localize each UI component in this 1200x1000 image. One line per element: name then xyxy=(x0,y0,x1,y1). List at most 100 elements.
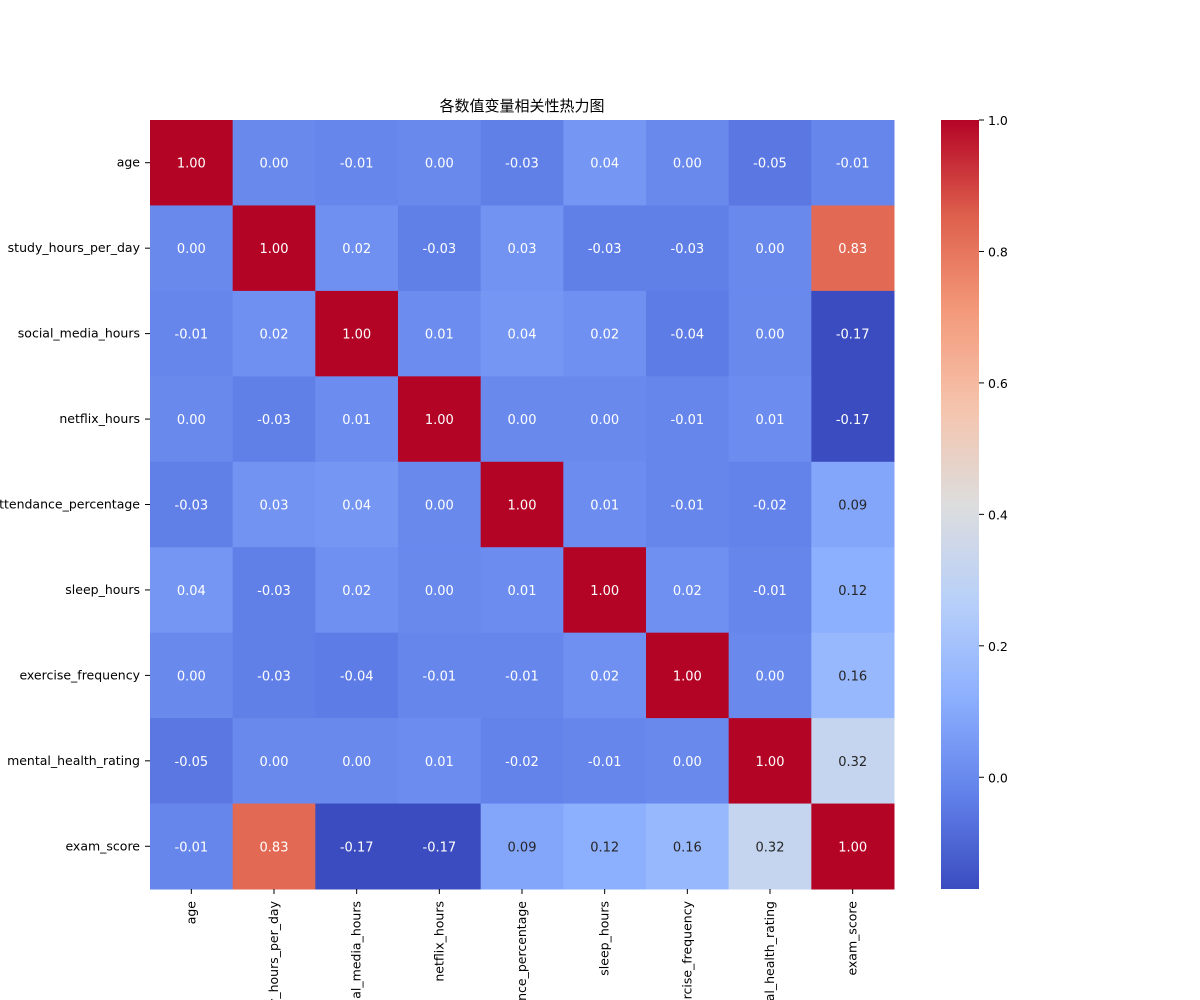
heatmap-cell xyxy=(563,547,647,634)
cell-value-label: -0.01 xyxy=(671,499,705,514)
heatmap-cell xyxy=(232,376,316,463)
cell-value-label: 0.09 xyxy=(838,499,867,514)
cell-value-label: -0.05 xyxy=(753,157,787,172)
heatmap-cell xyxy=(811,547,895,634)
cell-value-label: 0.00 xyxy=(756,669,785,684)
cell-value-label: 0.02 xyxy=(590,328,619,343)
heatmap-cell xyxy=(563,376,647,463)
heatmap-cell xyxy=(646,120,730,206)
x-tick-label: exercise_frequency xyxy=(679,900,694,1000)
heatmap-cell xyxy=(646,290,730,377)
heatmap-cell xyxy=(232,205,316,292)
cell-value-label: 0.12 xyxy=(590,840,619,855)
y-tick-label: attendance_percentage xyxy=(0,497,140,512)
cell-value-label: 0.02 xyxy=(260,328,289,343)
heatmap-cell xyxy=(480,120,564,206)
cell-value-label: 0.00 xyxy=(260,755,289,770)
heatmap-cell xyxy=(398,632,482,719)
cell-value-label: 0.00 xyxy=(177,242,206,257)
cell-value-label: 1.00 xyxy=(838,840,867,855)
heatmap-cell xyxy=(811,290,895,377)
colorbar-tick-label: 0.8 xyxy=(988,244,1008,259)
heatmap-cell xyxy=(232,547,316,634)
cell-value-label: 0.02 xyxy=(342,242,371,257)
cell-value-label: 1.00 xyxy=(342,328,371,343)
cell-value-label: 0.00 xyxy=(425,157,454,172)
cell-value-label: 0.00 xyxy=(177,413,206,428)
cell-value-label: -0.01 xyxy=(175,328,209,343)
heatmap-cell xyxy=(232,803,316,890)
heatmap-cell xyxy=(315,461,399,548)
cell-value-label: -0.02 xyxy=(505,755,539,770)
y-tick-labels: age study_hours_per_day social_media_hours… xyxy=(0,155,150,853)
x-tick-label: exam_score xyxy=(845,901,860,976)
cell-value-label: 0.00 xyxy=(590,413,619,428)
cell-value-label: 0.00 xyxy=(756,328,785,343)
heatmap-cell xyxy=(315,290,399,377)
heatmap-cell xyxy=(728,461,812,548)
heatmap-cell xyxy=(232,120,316,206)
cell-value-label: 0.83 xyxy=(260,840,289,855)
y-tick-label: social_media_hours xyxy=(18,326,140,341)
cell-value-label: 1.00 xyxy=(260,242,289,257)
cell-value-label: 0.00 xyxy=(342,755,371,770)
cell-value-label: 1.00 xyxy=(425,413,454,428)
cell-value-label: 0.01 xyxy=(590,499,619,514)
cell-value-label: 0.01 xyxy=(508,584,537,599)
heatmap-cell xyxy=(480,803,564,890)
heatmap-cell xyxy=(398,803,482,890)
heatmap-cell xyxy=(315,632,399,719)
y-tick-label: study_hours_per_day xyxy=(8,240,141,255)
heatmap-cell xyxy=(150,376,234,463)
cell-value-label: 0.04 xyxy=(177,584,206,599)
cell-value-label: 0.83 xyxy=(838,242,867,257)
y-tick-label: age xyxy=(117,155,141,170)
cell-value-label: -0.01 xyxy=(505,669,539,684)
y-tick-label: mental_health_rating xyxy=(7,753,140,768)
colorbar-gradient xyxy=(941,120,979,889)
heatmap-cell xyxy=(728,803,812,890)
heatmap-cell xyxy=(232,632,316,719)
cell-value-label: -0.01 xyxy=(423,669,457,684)
heatmap-cell xyxy=(315,376,399,463)
heatmap-cell xyxy=(398,205,482,292)
heatmap-cell xyxy=(398,120,482,206)
heatmap-cell xyxy=(232,718,316,805)
heatmap-cell xyxy=(811,461,895,548)
cell-value-label: 1.00 xyxy=(508,499,537,514)
cell-value-label: -0.03 xyxy=(423,242,457,257)
heatmap-cell xyxy=(315,120,399,206)
heatmap-cell xyxy=(811,803,895,890)
heatmap-cell xyxy=(480,718,564,805)
cell-value-label: 1.00 xyxy=(590,584,619,599)
cell-value-label: -0.02 xyxy=(753,499,787,514)
cell-value-label: -0.17 xyxy=(836,328,870,343)
cell-value-label: 0.00 xyxy=(177,669,206,684)
cell-value-label: -0.17 xyxy=(340,840,374,855)
cell-value-label: -0.03 xyxy=(257,413,291,428)
heatmap-cell xyxy=(563,718,647,805)
heatmap-cell xyxy=(811,376,895,463)
cell-value-label: -0.05 xyxy=(175,755,209,770)
cell-value-label: -0.01 xyxy=(588,755,622,770)
colorbar-tick-label: 0.0 xyxy=(988,770,1008,785)
heatmap-cell xyxy=(563,205,647,292)
cell-value-label: -0.03 xyxy=(257,669,291,684)
x-tick-label: sleep_hours xyxy=(597,901,612,976)
cell-value-label: -0.01 xyxy=(340,157,374,172)
cell-value-label: 0.16 xyxy=(838,669,867,684)
heatmap-cell xyxy=(398,461,482,548)
cell-value-label: 0.00 xyxy=(756,242,785,257)
cell-value-label: -0.03 xyxy=(671,242,705,257)
cell-value-label: 0.02 xyxy=(673,584,702,599)
heatmap-cell xyxy=(728,205,812,292)
heatmap-cell xyxy=(646,547,730,634)
cell-value-label: -0.04 xyxy=(671,328,705,343)
heatmap-cell xyxy=(728,120,812,206)
heatmap-cell xyxy=(728,290,812,377)
heatmap-cell xyxy=(646,718,730,805)
cell-value-label: 0.16 xyxy=(673,840,702,855)
x-tick-label: age xyxy=(183,901,198,925)
heatmap-cell xyxy=(150,718,234,805)
colorbar-tick-label: 0.4 xyxy=(988,507,1008,522)
